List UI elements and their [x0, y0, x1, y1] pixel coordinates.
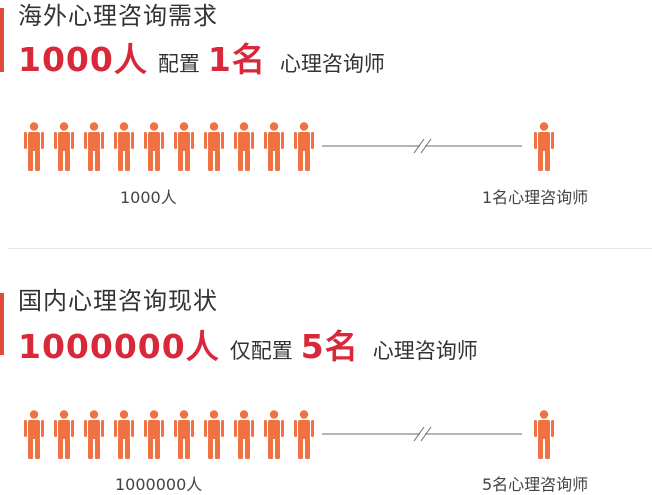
population-value: 1000人	[18, 40, 148, 79]
person-icon	[24, 410, 44, 459]
overseas-demand-section: 海外心理咨询需求 1000人 配置 1名 心理咨询师 1000人 1名心理咨询师	[0, 0, 652, 235]
section-heading: 国内心理咨询现状	[18, 287, 218, 315]
accent-bar	[0, 8, 4, 72]
people-illustration	[22, 122, 642, 174]
person-icon	[84, 122, 104, 171]
section-divider	[8, 248, 652, 249]
population-caption: 1000000人	[115, 475, 203, 494]
person-icon	[114, 410, 134, 459]
counselor-count: 1名	[207, 40, 266, 79]
ratio-verb: 仅配置	[229, 339, 293, 363]
person-icon	[234, 122, 254, 171]
person-icon	[54, 410, 74, 459]
person-icon	[174, 122, 194, 171]
section-heading: 海外心理咨询需求	[18, 2, 218, 30]
person-icon	[114, 122, 134, 171]
counselor-role: 心理咨询师	[279, 52, 385, 76]
axis-break-icon	[322, 426, 522, 442]
person-icon	[534, 410, 554, 459]
counselor-caption: 1名心理咨询师	[482, 188, 589, 207]
population-caption: 1000人	[120, 188, 177, 207]
person-icon	[204, 410, 224, 459]
person-icon	[534, 122, 554, 171]
accent-bar	[0, 293, 4, 355]
counselor-count: 5名	[300, 327, 359, 366]
person-icon	[24, 122, 44, 171]
person-icon	[294, 410, 314, 459]
person-icon	[234, 410, 254, 459]
people-illustration	[22, 410, 642, 462]
person-icon	[204, 122, 224, 171]
person-icon	[84, 410, 104, 459]
person-icon	[294, 122, 314, 171]
person-icon	[264, 122, 284, 171]
ratio-statement: 1000人 配置 1名 心理咨询师	[18, 38, 385, 88]
ratio-statement: 1000000人 仅配置 5名 心理咨询师	[18, 325, 478, 375]
person-icon	[144, 410, 164, 459]
counselor-caption: 5名心理咨询师	[482, 475, 589, 494]
person-icon	[144, 122, 164, 171]
domestic-status-section: 国内心理咨询现状 1000000人 仅配置 5名 心理咨询师 1000000人 5名心…	[0, 285, 652, 494]
counselor-role: 心理咨询师	[372, 339, 478, 363]
axis-break-icon	[322, 138, 522, 154]
population-value: 1000000人	[18, 327, 220, 366]
person-icon	[174, 410, 194, 459]
person-icon	[54, 122, 74, 171]
ratio-verb: 配置	[157, 52, 200, 76]
person-icon	[264, 410, 284, 459]
